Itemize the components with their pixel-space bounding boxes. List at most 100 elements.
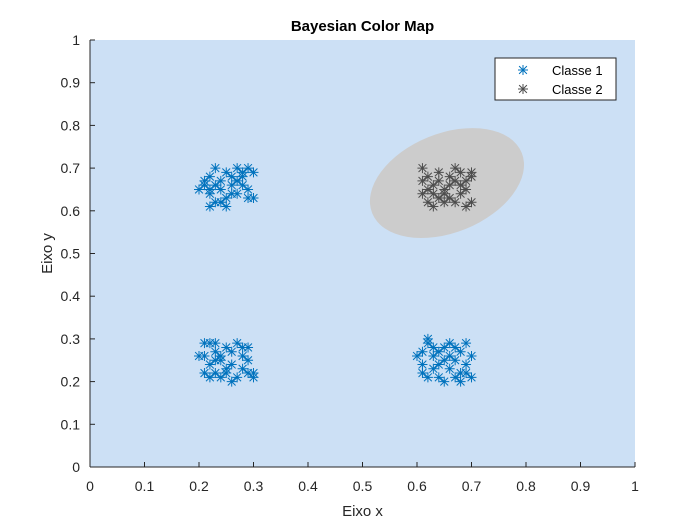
- data-point: [428, 342, 439, 353]
- data-point: [221, 368, 232, 379]
- y-tick-label: 0.4: [61, 288, 81, 304]
- data-point: [433, 175, 444, 186]
- legend: Classe 1 Classe 2: [494, 57, 617, 101]
- data-point: [422, 184, 433, 195]
- x-tick-label: 0.8: [516, 478, 536, 494]
- data-point: [226, 188, 237, 199]
- data-point: [439, 376, 450, 387]
- data-point: [243, 184, 254, 195]
- data-point: [466, 350, 477, 361]
- data-point: [215, 372, 226, 383]
- data-point: [226, 376, 237, 387]
- data-point: [466, 197, 477, 208]
- data-point: [210, 355, 221, 366]
- data-point: [433, 359, 444, 370]
- data-point: [439, 342, 450, 353]
- data-point: [461, 201, 472, 212]
- y-axis-label: Eixo y: [39, 233, 56, 274]
- data-point: [232, 188, 243, 199]
- data-point: [243, 342, 254, 353]
- data-point: [215, 197, 226, 208]
- data-point: [199, 350, 210, 361]
- data-point: [461, 359, 472, 370]
- data-point: [422, 171, 433, 182]
- chart-title: Bayesian Color Map: [291, 18, 434, 35]
- y-tick-label: 0.3: [61, 331, 81, 347]
- data-point: [221, 201, 232, 212]
- data-point: [461, 368, 472, 379]
- data-point: [232, 338, 243, 349]
- data-point: [433, 372, 444, 383]
- data-point: [226, 346, 237, 357]
- data-point: [455, 346, 466, 357]
- data-point: [428, 180, 439, 191]
- data-point: [210, 180, 221, 191]
- data-point: [204, 338, 215, 349]
- data-point: [444, 171, 455, 182]
- data-point: [428, 363, 439, 374]
- data-point: [428, 201, 439, 212]
- data-point: [417, 368, 428, 379]
- data-point: [428, 188, 439, 199]
- data-point: [210, 346, 221, 357]
- data-point: [204, 184, 215, 195]
- data-point: [422, 197, 433, 208]
- legend-label: Classe 1: [552, 63, 603, 78]
- data-point: [221, 192, 232, 203]
- data-point: [243, 355, 254, 366]
- y-tick-label: 0.6: [61, 203, 81, 219]
- data-point: [226, 171, 237, 182]
- data-point: [455, 180, 466, 191]
- data-point: [444, 180, 455, 191]
- axes-layer: [89, 39, 636, 468]
- data-point: [210, 338, 221, 349]
- data-point: [444, 363, 455, 374]
- legend-box: [494, 57, 617, 101]
- data-point: [422, 333, 433, 344]
- data-point: [466, 171, 477, 182]
- data-point: [422, 372, 433, 383]
- data-point: [450, 197, 461, 208]
- data-point: [237, 350, 248, 361]
- data-point: [455, 167, 466, 178]
- data-points-layer: [194, 163, 477, 387]
- series-1: [194, 163, 477, 387]
- data-point: [412, 350, 422, 361]
- data-point: [248, 372, 259, 383]
- x-tick-label: 0.7: [462, 478, 482, 494]
- data-point: [450, 342, 461, 353]
- data-point: [433, 167, 444, 178]
- data-point: [232, 175, 243, 186]
- data-point: [450, 372, 461, 383]
- legend-marker: [518, 84, 528, 94]
- data-point: [204, 201, 215, 212]
- data-point: [428, 350, 439, 361]
- x-axis-label: Eixo x: [342, 503, 383, 520]
- background-region-layer: [90, 40, 635, 467]
- text-layer: 0 0.1 0.2 0.3 0.4 0.5 0.6 0.7 0.8 0.9 1 0 0.1 0.2 0.3 0…: [39, 18, 639, 520]
- data-point: [444, 192, 455, 203]
- data-point: [215, 175, 226, 186]
- data-point: [243, 368, 254, 379]
- data-point: [417, 188, 428, 199]
- data-point: [417, 163, 428, 174]
- data-point: [461, 338, 472, 349]
- y-tick-label: 1: [72, 32, 80, 48]
- y-tick-label: 0.8: [61, 117, 81, 133]
- data-point: [243, 163, 254, 174]
- data-point: [226, 180, 237, 191]
- data-point: [204, 359, 215, 370]
- data-point: [237, 180, 248, 191]
- x-tick-label: 0.1: [135, 478, 155, 494]
- data-point: [215, 350, 226, 361]
- data-point: [204, 372, 215, 383]
- data-point: [417, 359, 428, 370]
- data-point: [226, 359, 237, 370]
- data-point: [248, 167, 259, 178]
- data-point: [444, 338, 455, 349]
- x-tick-label: 0.2: [189, 478, 209, 494]
- y-tick-label: 0.5: [61, 246, 81, 262]
- x-tick-label: 0.9: [571, 478, 591, 494]
- data-point: [450, 175, 461, 186]
- data-point: [199, 175, 210, 186]
